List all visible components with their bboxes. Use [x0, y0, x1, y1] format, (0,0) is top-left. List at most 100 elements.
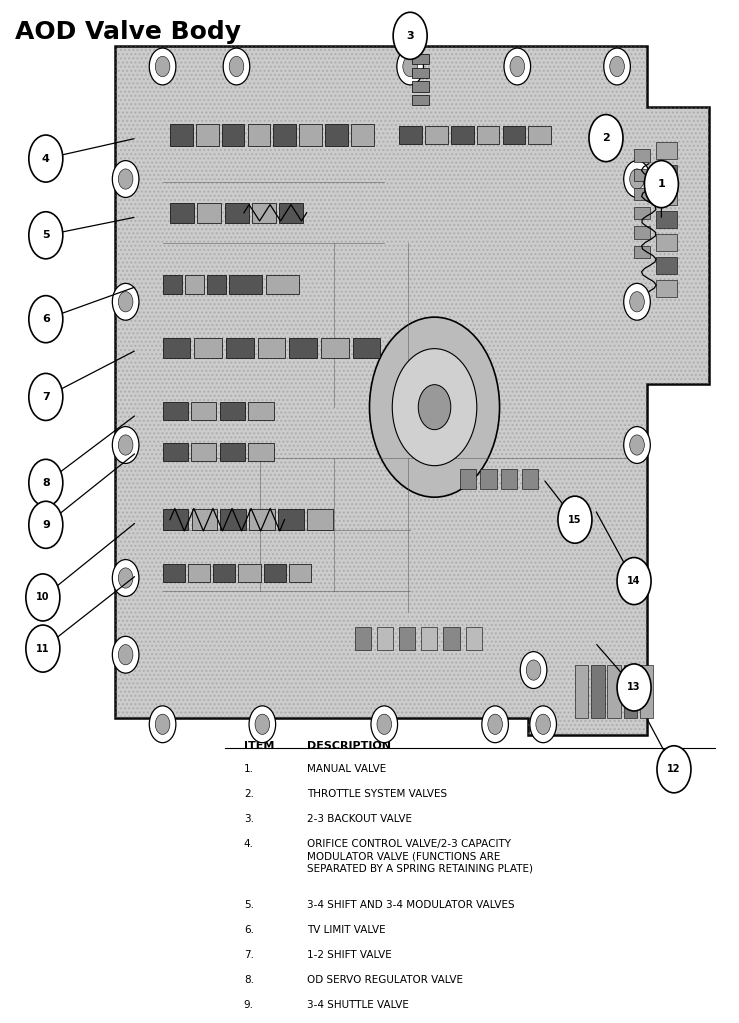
Bar [451, 126, 474, 144]
Text: 3-4 SHUTTLE VALVE: 3-4 SHUTTLE VALVE [307, 999, 409, 1010]
Bar [163, 509, 188, 530]
Text: 1-2 SHIFT VALVE: 1-2 SHIFT VALVE [307, 950, 392, 961]
Bar [351, 124, 374, 146]
Circle shape [397, 48, 423, 85]
Circle shape [377, 714, 392, 735]
Bar [412, 95, 429, 105]
Circle shape [26, 574, 60, 621]
Bar [656, 142, 677, 159]
Circle shape [520, 652, 547, 688]
Bar [412, 54, 429, 64]
Circle shape [510, 56, 525, 77]
Bar [325, 124, 348, 146]
Text: 8.: 8. [244, 975, 254, 985]
Bar [188, 564, 210, 582]
Bar [353, 338, 381, 358]
Bar [222, 124, 245, 146]
Bar [634, 169, 650, 181]
Bar [273, 124, 296, 146]
Bar [634, 149, 650, 162]
Text: THROTTLE SYSTEM VALVES: THROTTLE SYSTEM VALVES [307, 789, 447, 799]
Text: 3-4 SHIFT AND 3-4 MODULATOR VALVES: 3-4 SHIFT AND 3-4 MODULATOR VALVES [307, 900, 514, 910]
Text: 2.: 2. [244, 789, 254, 799]
Circle shape [617, 664, 651, 711]
Bar [258, 338, 285, 358]
Circle shape [418, 385, 451, 430]
Circle shape [604, 48, 630, 85]
Bar [250, 509, 275, 530]
Circle shape [255, 714, 270, 735]
Text: MANUAL VALVE: MANUAL VALVE [307, 764, 386, 774]
Bar [656, 234, 677, 251]
Circle shape [630, 292, 644, 312]
Circle shape [644, 161, 678, 208]
Text: AOD Valve Body: AOD Valve Body [15, 20, 241, 44]
Bar [252, 203, 276, 223]
Circle shape [29, 296, 63, 343]
Text: 7.: 7. [244, 950, 254, 961]
Circle shape [403, 56, 418, 77]
Bar [640, 665, 653, 718]
Circle shape [112, 283, 139, 320]
Circle shape [112, 636, 139, 673]
Text: 10: 10 [36, 592, 50, 603]
Bar [213, 564, 235, 582]
Bar [264, 564, 286, 582]
Circle shape [149, 48, 176, 85]
Bar [607, 665, 621, 718]
Bar [220, 443, 245, 461]
Bar [399, 627, 415, 650]
Circle shape [118, 644, 133, 665]
Circle shape [630, 435, 644, 455]
Bar [656, 212, 677, 228]
Circle shape [624, 283, 650, 320]
Text: OD SERVO REGULATOR VALVE: OD SERVO REGULATOR VALVE [307, 975, 463, 985]
Bar [421, 627, 437, 650]
Bar [528, 126, 551, 144]
Bar [220, 402, 245, 420]
Circle shape [617, 558, 651, 605]
Circle shape [26, 625, 60, 672]
Text: 2-3 BACKOUT VALVE: 2-3 BACKOUT VALVE [307, 814, 412, 824]
Text: 14: 14 [627, 576, 641, 586]
Circle shape [630, 169, 644, 189]
Bar [248, 443, 273, 461]
Circle shape [482, 706, 508, 743]
Circle shape [29, 459, 63, 506]
Bar [321, 338, 349, 358]
Circle shape [624, 427, 650, 463]
Circle shape [112, 560, 139, 596]
Bar [226, 338, 253, 358]
Text: 1: 1 [658, 179, 665, 189]
Text: 11: 11 [36, 643, 50, 654]
Bar [634, 246, 650, 258]
Bar [163, 564, 185, 582]
Bar [229, 275, 262, 294]
Bar [239, 564, 261, 582]
Bar [634, 188, 650, 201]
Bar [170, 124, 193, 146]
Bar [279, 509, 304, 530]
Circle shape [610, 56, 624, 77]
Bar [443, 627, 460, 650]
Circle shape [589, 115, 623, 162]
Text: 8: 8 [42, 478, 50, 488]
Circle shape [29, 501, 63, 548]
Circle shape [488, 714, 503, 735]
Bar [355, 627, 371, 650]
Bar [425, 126, 448, 144]
Circle shape [657, 746, 691, 793]
Bar [377, 627, 393, 650]
Bar [163, 338, 191, 358]
Text: 1.: 1. [244, 764, 254, 774]
Circle shape [229, 56, 244, 77]
Bar [163, 402, 188, 420]
Bar [194, 338, 222, 358]
Bar [656, 280, 677, 297]
Text: TV LIMIT VALVE: TV LIMIT VALVE [307, 925, 385, 935]
Bar [501, 469, 517, 489]
Circle shape [223, 48, 250, 85]
Circle shape [155, 714, 170, 735]
Circle shape [371, 706, 398, 743]
Text: 15: 15 [568, 515, 582, 525]
